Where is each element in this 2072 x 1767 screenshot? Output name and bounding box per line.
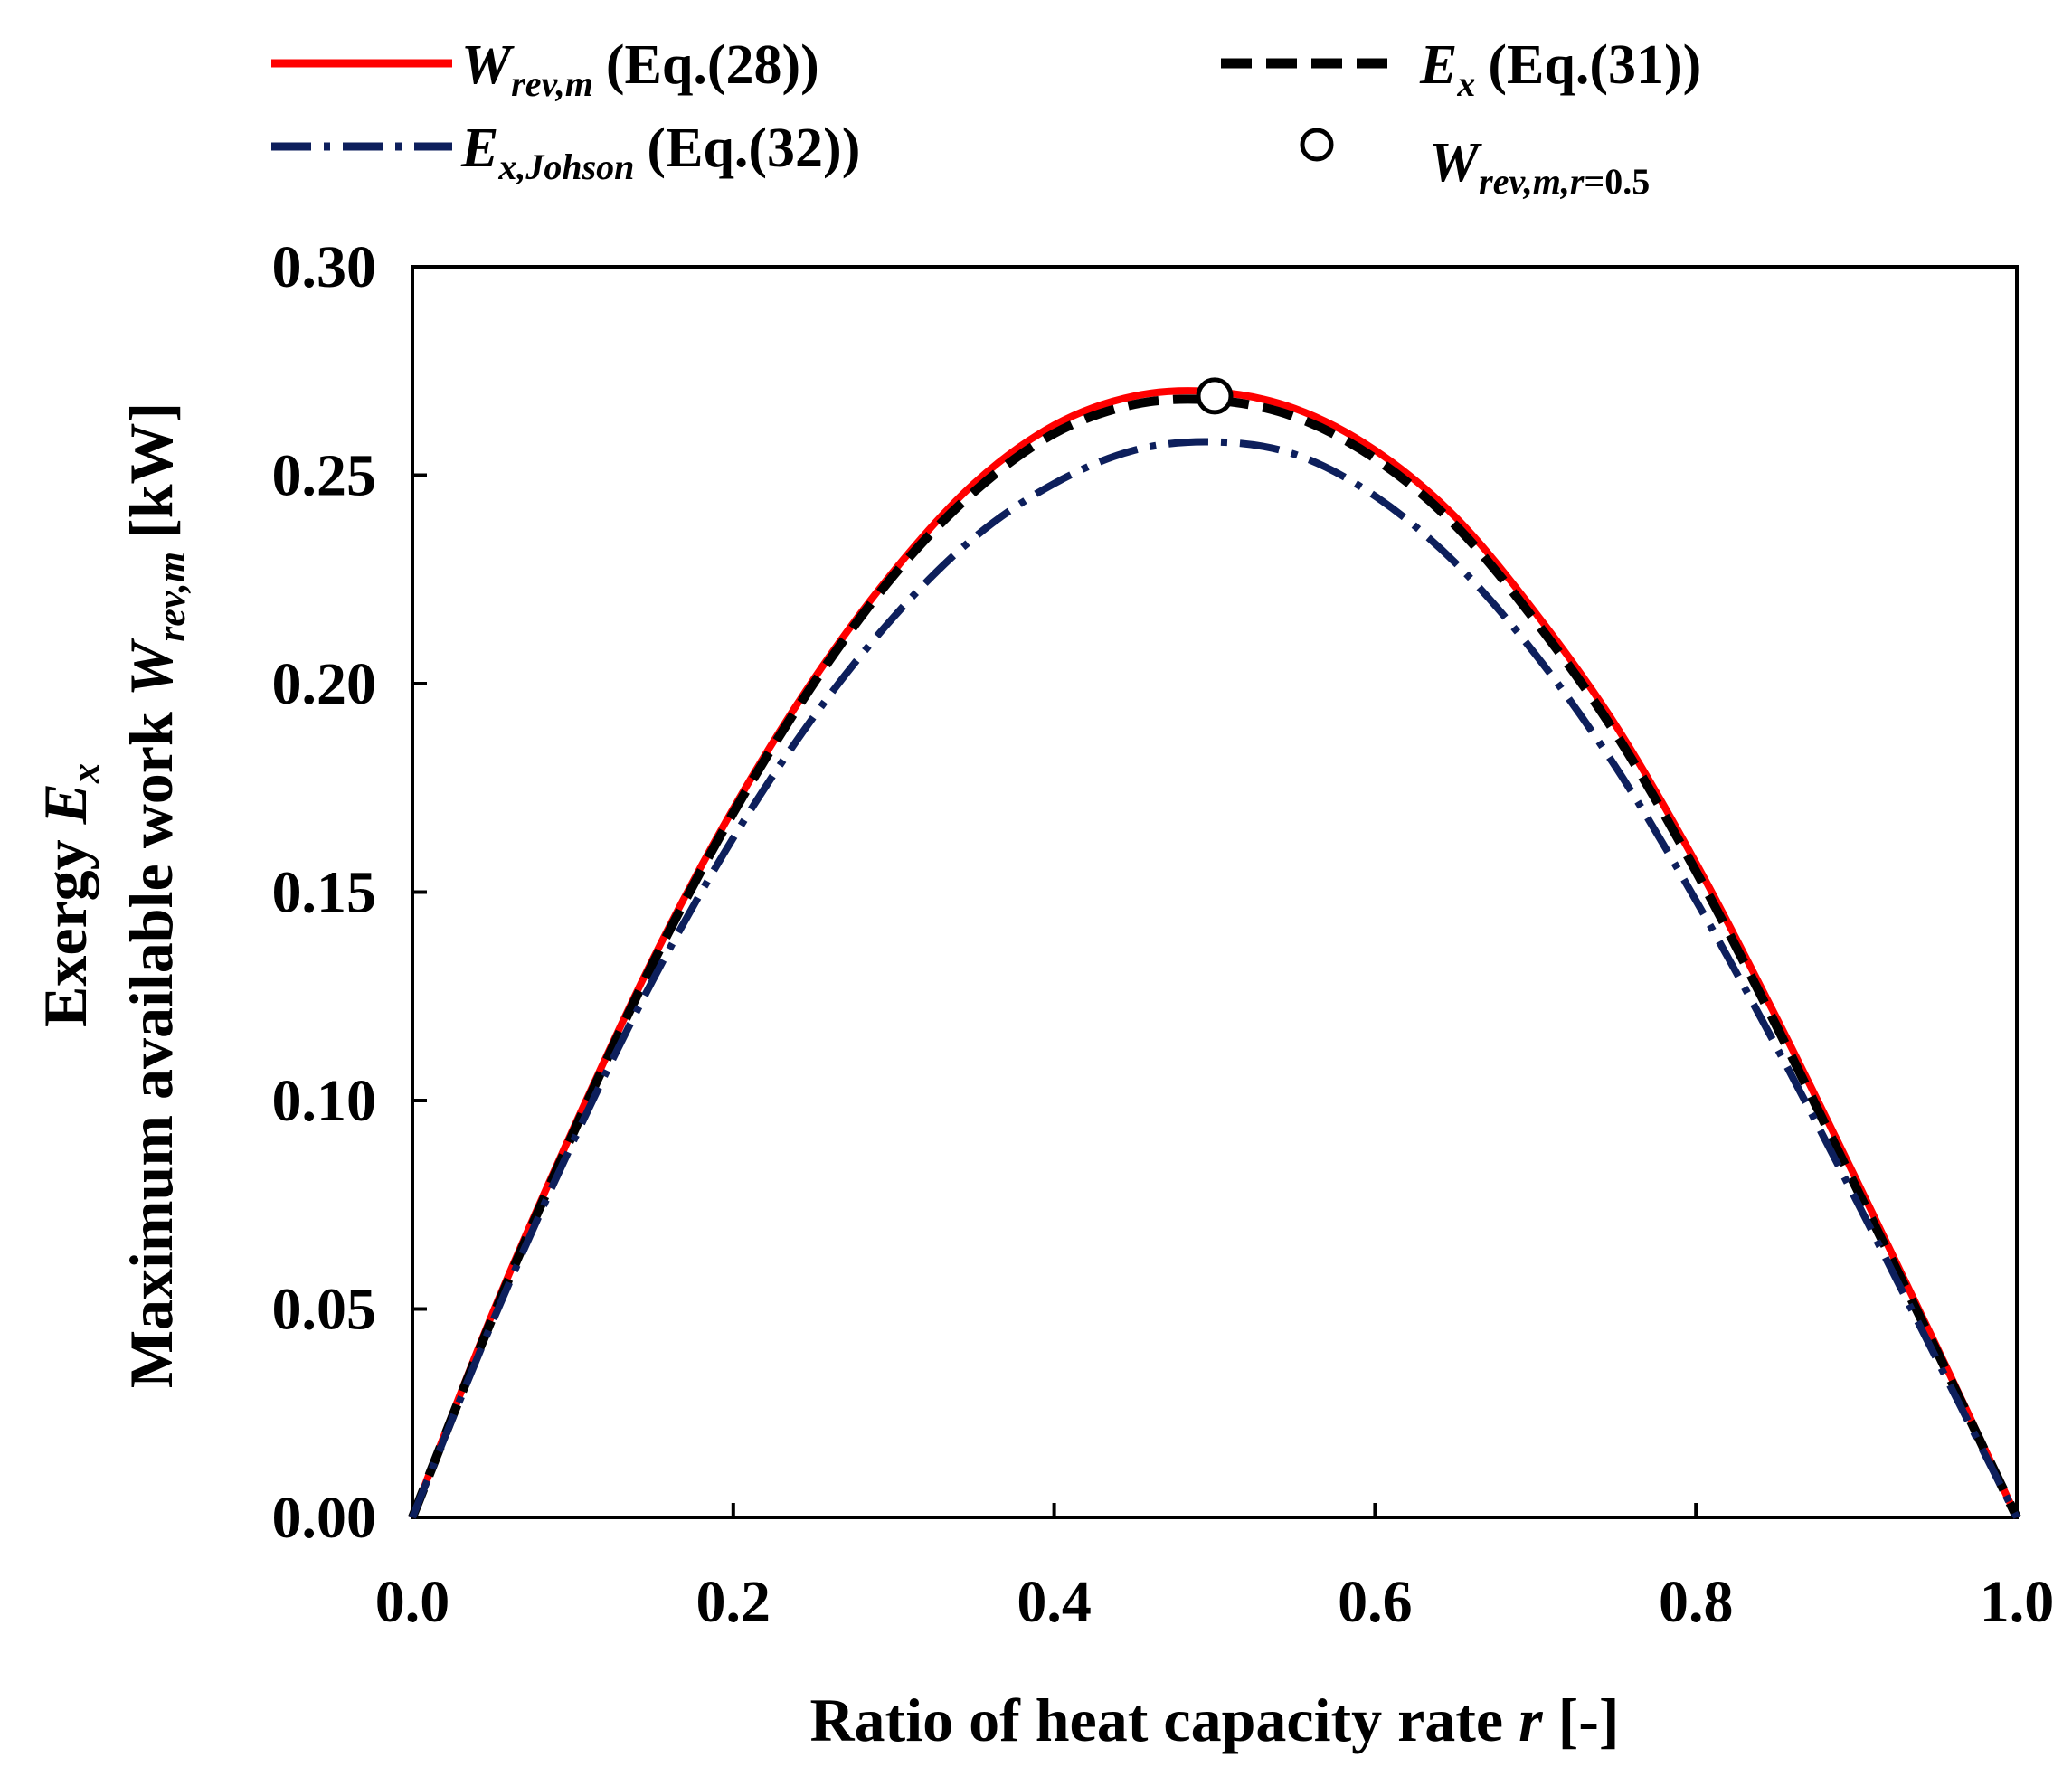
y-tick-label: 0.20 <box>272 651 377 717</box>
y-tick-label: 0.10 <box>272 1068 377 1134</box>
legend-label-wrev: Wrev,m (Eq.(28)) <box>461 34 819 104</box>
y-ticks: 0.00 0.05 0.10 0.15 0.20 0.25 0.30 <box>272 234 427 1551</box>
y-tick-label: 0.15 <box>272 860 377 926</box>
x-tick-label: 1.0 <box>1980 1569 2055 1635</box>
y-tick-label: 0.30 <box>272 234 377 300</box>
x-tick-label: 0.0 <box>375 1569 450 1635</box>
x-tick-label: 0.2 <box>696 1569 771 1635</box>
legend: Wrev,m (Eq.(28)) Ex (Eq.(31)) Ex,Johson (Eq… <box>271 34 1701 202</box>
legend-label-ex: Ex (Eq.(31)) <box>1419 34 1701 104</box>
x-tick-label: 0.8 <box>1659 1569 1734 1635</box>
x-axis-title: Ratio of heat capacity rate r [-] <box>809 1686 1619 1754</box>
y-axis-title-line2: Maximum available work Wrev,m[kW] <box>117 402 194 1388</box>
y-tick-label: 0.25 <box>272 443 377 509</box>
point-wrev-r05 <box>1196 377 1234 415</box>
x-tick-label: 0.4 <box>1017 1569 1092 1635</box>
y-tick-label: 0.00 <box>272 1485 377 1551</box>
y-tick-label: 0.05 <box>272 1277 377 1343</box>
series-ex-johson <box>409 438 2020 1519</box>
legend-label-marker: Wrev,m,r=0.5 <box>1429 132 1650 202</box>
plot-frame <box>411 265 2019 1519</box>
x-tick-label: 0.6 <box>1338 1569 1413 1635</box>
series-ex <box>408 394 2021 1520</box>
legend-swatch-marker <box>1300 128 1334 162</box>
x-ticks: 0.0 0.2 0.4 0.6 0.8 1.0 <box>375 1503 2055 1635</box>
legend-label-ex-johson: Ex,Johson (Eq.(32)) <box>460 118 860 187</box>
y-axis-title-line1: Exergy Ex <box>31 763 108 1027</box>
